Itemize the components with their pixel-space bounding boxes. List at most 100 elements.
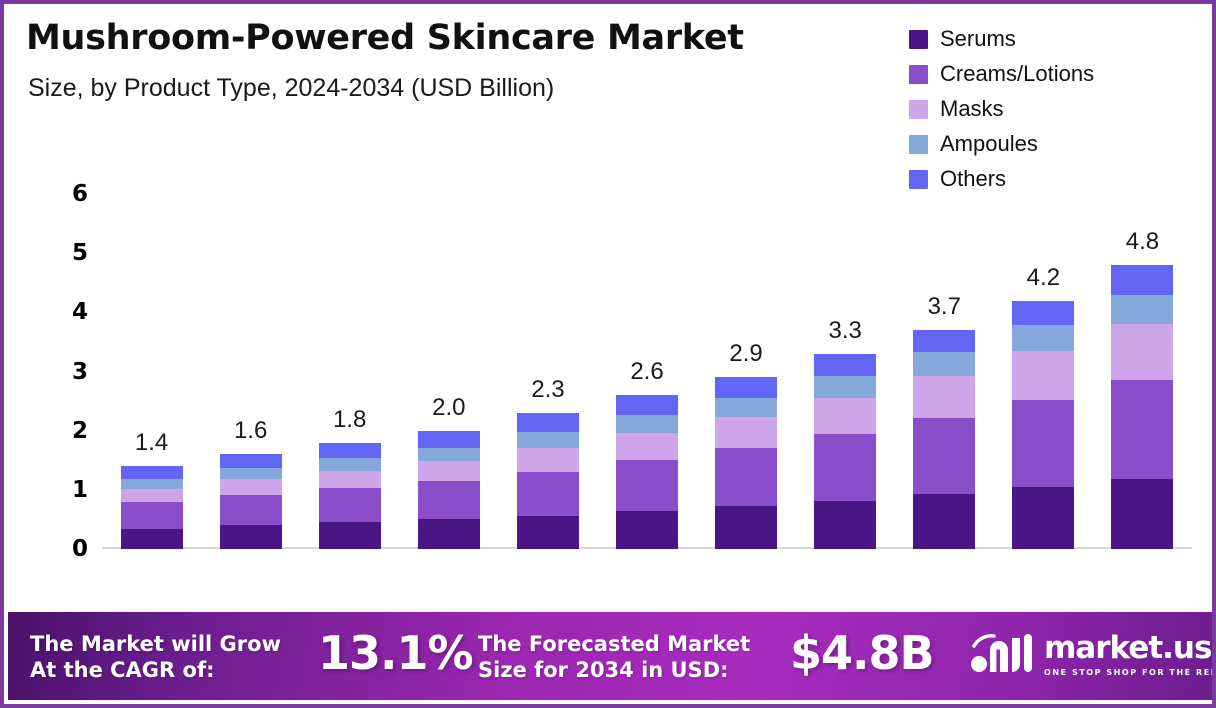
bar-segment-serums[interactable]	[120, 528, 183, 549]
bar-segment-creams-lotions[interactable]	[318, 488, 381, 523]
legend-item-label: Serums	[940, 26, 1016, 51]
logo-tagline: ONE STOP SHOP FOR THE REPORTS	[1044, 668, 1216, 677]
bar-value-label: 4.2	[1026, 263, 1061, 291]
bar-segment-others[interactable]	[516, 412, 579, 433]
bar-segment-serums[interactable]	[913, 493, 976, 549]
bar-segment-creams-lotions[interactable]	[417, 480, 480, 520]
bar-segment-ampoules[interactable]	[715, 397, 778, 418]
bar-2034[interactable]: 4.8	[1111, 228, 1174, 549]
y-axis-tick-1: 1	[71, 476, 88, 503]
bar-segment-creams-lotions[interactable]	[715, 448, 778, 506]
bar-segment-ampoules[interactable]	[1012, 325, 1075, 352]
legend-item-ampoules[interactable]: Ampoules	[909, 131, 1094, 157]
bar-2025[interactable]: 1.6	[219, 417, 282, 549]
bar-segment-serums[interactable]	[616, 511, 678, 549]
legend-item-label: Others	[940, 166, 1007, 191]
forecast-label-line1: The Forecasted Market	[478, 632, 751, 656]
legend-swatch-icon	[909, 64, 928, 84]
bar-segment-serums[interactable]	[1012, 486, 1075, 549]
forecast-label-line2: Size for 2034 in USD:	[478, 657, 729, 682]
bar-segment-creams-lotions[interactable]	[913, 417, 976, 494]
bar-segment-others[interactable]	[616, 395, 678, 416]
bar-segment-ampoules[interactable]	[814, 375, 877, 398]
bar-segment-creams-lotions[interactable]	[516, 471, 579, 516]
bar-segment-masks[interactable]	[120, 489, 183, 503]
bar-segment-others[interactable]	[913, 330, 976, 353]
bar-segment-others[interactable]	[715, 377, 778, 398]
bar-2027[interactable]: 2.0	[417, 394, 480, 549]
page-subtitle: Size, by Product Type, 2024-2034 (USD Bi…	[28, 74, 555, 102]
bar-value-label: 2.0	[432, 393, 466, 421]
bar-segment-masks[interactable]	[616, 433, 678, 461]
bar-segment-serums[interactable]	[516, 515, 579, 549]
legend-item-creams-lotions[interactable]: Creams/Lotions	[909, 61, 1094, 87]
bar-2031[interactable]: 3.3	[814, 317, 877, 549]
bar-segment-creams-lotions[interactable]	[1111, 380, 1174, 480]
legend-item-label: Creams/Lotions	[940, 61, 1095, 86]
bar-segment-serums[interactable]	[318, 522, 381, 549]
bar-segment-others[interactable]	[417, 430, 480, 448]
bar-segment-creams-lotions[interactable]	[120, 502, 183, 529]
bar-2029[interactable]: 2.6	[616, 358, 678, 549]
bar-segment-ampoules[interactable]	[120, 479, 183, 490]
bar-segment-masks[interactable]	[516, 448, 579, 472]
cagr-label-line2: At the CAGR of:	[30, 657, 215, 682]
bar-segment-others[interactable]	[1111, 265, 1174, 295]
bar-segment-others[interactable]	[318, 442, 381, 459]
bar-segment-serums[interactable]	[715, 505, 778, 549]
bar-2033[interactable]: 4.2	[1012, 264, 1075, 549]
bar-segment-others[interactable]	[120, 466, 183, 480]
bar-segment-masks[interactable]	[318, 470, 381, 489]
bar-segment-serums[interactable]	[1111, 479, 1174, 549]
market-us-logo-icon	[970, 632, 1032, 678]
bar-2026[interactable]: 1.8	[318, 406, 381, 549]
bar-segment-creams-lotions[interactable]	[616, 460, 678, 512]
bar-segment-serums[interactable]	[814, 501, 877, 549]
bar-2024[interactable]: 1.4	[120, 429, 183, 549]
bar-segment-masks[interactable]	[814, 397, 877, 435]
bar-segment-masks[interactable]	[1012, 351, 1075, 400]
legend-swatch-icon	[909, 99, 928, 119]
bar-segment-ampoules[interactable]	[516, 432, 579, 449]
bar-value-label: 3.7	[927, 293, 961, 321]
legend-swatch-icon	[909, 29, 928, 49]
legend-item-label: Masks	[940, 96, 1004, 121]
bar-segment-ampoules[interactable]	[616, 415, 678, 434]
bar-segment-masks[interactable]	[417, 461, 480, 481]
bar-segment-masks[interactable]	[913, 375, 976, 418]
bar-segment-masks[interactable]	[1111, 324, 1174, 381]
bar-segment-ampoules[interactable]	[219, 467, 282, 480]
legend-swatch-icon	[909, 134, 928, 154]
bar-segment-masks[interactable]	[219, 479, 282, 495]
y-axis-tick-5: 5	[71, 240, 88, 267]
footer-banner: The Market will Grow At the CAGR of: 13.…	[8, 612, 1216, 700]
forecast-value: $4.8B	[790, 626, 935, 680]
bar-segment-serums[interactable]	[219, 525, 282, 549]
bar-segment-ampoules[interactable]	[417, 447, 480, 462]
bar-segment-serums[interactable]	[417, 519, 480, 549]
bar-segment-others[interactable]	[1012, 300, 1075, 326]
bar-2030[interactable]: 2.9	[715, 340, 778, 549]
y-axis-tick-0: 0	[71, 536, 88, 562]
bar-value-label: 1.6	[233, 417, 268, 445]
bar-2028[interactable]: 2.3	[516, 376, 579, 549]
bar-segment-ampoules[interactable]	[913, 352, 976, 376]
bar-value-label: 2.3	[531, 375, 565, 403]
legend-item-others[interactable]: Others	[909, 166, 1094, 192]
bar-segment-ampoules[interactable]	[1111, 294, 1174, 325]
bar-segment-masks[interactable]	[715, 417, 778, 449]
bar-segment-creams-lotions[interactable]	[1012, 399, 1075, 487]
bar-segment-others[interactable]	[219, 454, 282, 468]
legend-item-masks[interactable]: Masks	[909, 96, 1094, 122]
logo-name: market.us	[1044, 630, 1212, 666]
bar-segment-others[interactable]	[814, 353, 877, 376]
bar-2032[interactable]: 3.7	[913, 293, 976, 549]
legend-item-serums[interactable]: Serums	[909, 26, 1094, 52]
bar-segment-creams-lotions[interactable]	[814, 434, 877, 502]
bar-segment-creams-lotions[interactable]	[219, 494, 282, 526]
market-us-logo[interactable]: market.us ONE STOP SHOP FOR THE REPORTS	[970, 630, 1216, 678]
bar-value-label: 4.8	[1125, 228, 1160, 256]
bar-segment-ampoules[interactable]	[318, 458, 381, 471]
y-axis-tick-3: 3	[71, 358, 88, 385]
